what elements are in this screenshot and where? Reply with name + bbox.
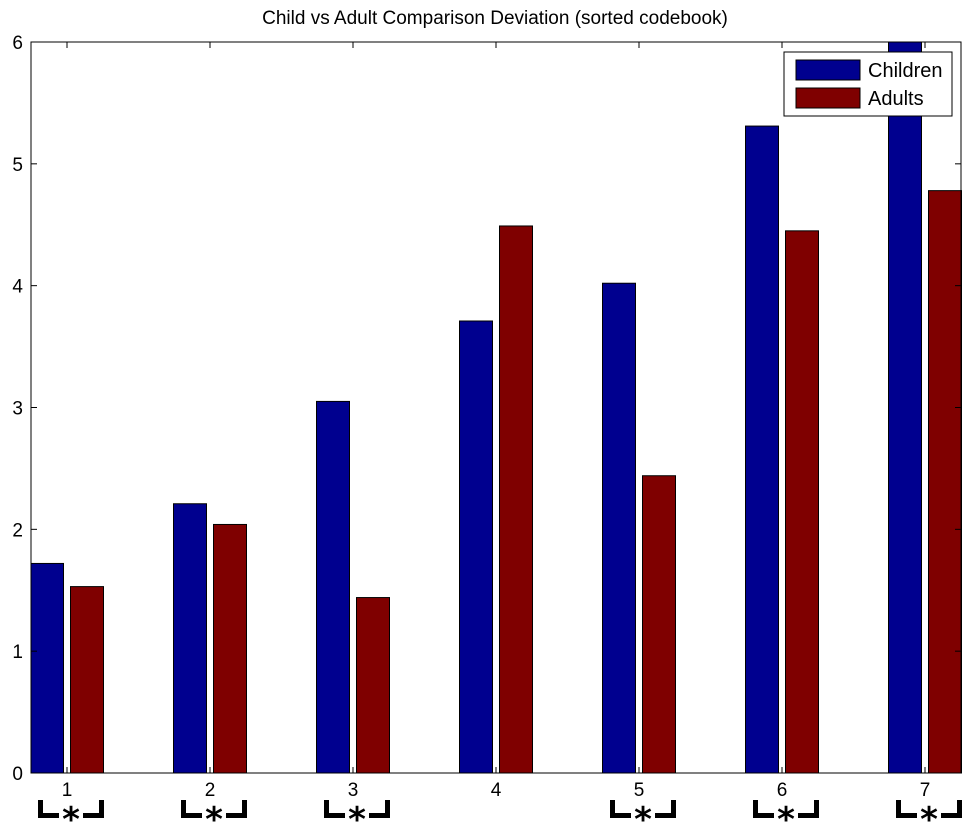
bar-children-2 [173,503,207,774]
bracket-right-foot [798,813,819,818]
legend-swatch-adults [795,87,861,109]
bar-children-4 [459,320,493,774]
bracket-left-post [753,800,758,818]
y-axis: 0 1 2 3 4 5 6 [12,33,961,785]
bars-layer [30,41,962,774]
y-tick-label: 5 [12,155,23,176]
legend-label-adults: Adults [868,88,924,110]
bracket-right-post [671,800,676,818]
bracket-right-post [242,800,247,818]
bracket-left-foot [38,813,59,818]
bar-adults-1 [70,586,104,774]
x-tick-label: 6 [777,780,788,801]
bracket-left-foot [181,813,202,818]
bracket-right-foot [941,813,962,818]
bar-adults-3 [356,597,390,774]
bracket-left-foot [896,813,917,818]
bracket-left-post [38,800,43,818]
bracket-left-foot [610,813,631,818]
x-tick-label: 1 [62,780,73,801]
x-tick-label: 3 [348,780,359,801]
y-tick-label: 0 [12,764,23,785]
bracket-right-foot [369,813,390,818]
bar-adults-6 [785,230,819,774]
x-axis: 1 2 3 4 5 6 7 [62,42,931,801]
bar-adults-7 [928,190,962,774]
significance-star: * [205,800,223,831]
significance-star: * [777,800,795,831]
bar-children-6 [745,125,779,774]
bracket-left-foot [324,813,345,818]
significance-star: * [348,800,366,831]
y-tick-label: 3 [12,399,23,420]
bracket-left-foot [753,813,774,818]
bracket-right-post [814,800,819,818]
legend-swatch-children [795,59,861,81]
significance-star: * [920,800,938,831]
bar-children-1 [30,562,64,774]
significance-bracket: * [610,800,676,831]
bar-adults-2 [213,523,247,774]
significance-star: * [634,800,652,831]
x-tick-label: 5 [634,780,645,801]
bar-children-7 [888,41,922,774]
y-tick-label: 1 [12,642,23,663]
y-tick-label: 2 [12,520,23,541]
plot-area [30,41,962,774]
bar-adults-5 [642,475,676,774]
bracket-right-post [957,800,962,818]
bracket-right-foot [655,813,676,818]
bracket-left-post [896,800,901,818]
y-tick-label: 6 [12,33,23,54]
bar-children-3 [316,400,350,774]
significance-bracket: * [38,800,104,831]
bracket-right-foot [226,813,247,818]
bracket-left-post [324,800,329,818]
significance-bracket: * [181,800,247,831]
bracket-left-post [610,800,615,818]
bracket-right-foot [83,813,104,818]
significance-markers: * * * * * * [38,800,962,831]
y-tick-label: 4 [12,277,23,298]
x-tick-label: 4 [491,780,502,801]
bar-adults-4 [499,225,533,774]
bar-children-5 [602,282,636,774]
chart-title: Child vs Adult Comparison Deviation (sor… [262,8,728,29]
significance-star: * [62,800,80,831]
bracket-left-post [181,800,186,818]
legend: Children Adults [783,51,953,117]
x-tick-label: 7 [920,780,931,801]
significance-bracket: * [753,800,819,831]
significance-bracket: * [896,800,962,831]
bracket-right-post [99,800,104,818]
x-tick-label: 2 [205,780,216,801]
significance-bracket: * [324,800,390,831]
bracket-right-post [385,800,390,818]
legend-label-children: Children [868,60,942,82]
